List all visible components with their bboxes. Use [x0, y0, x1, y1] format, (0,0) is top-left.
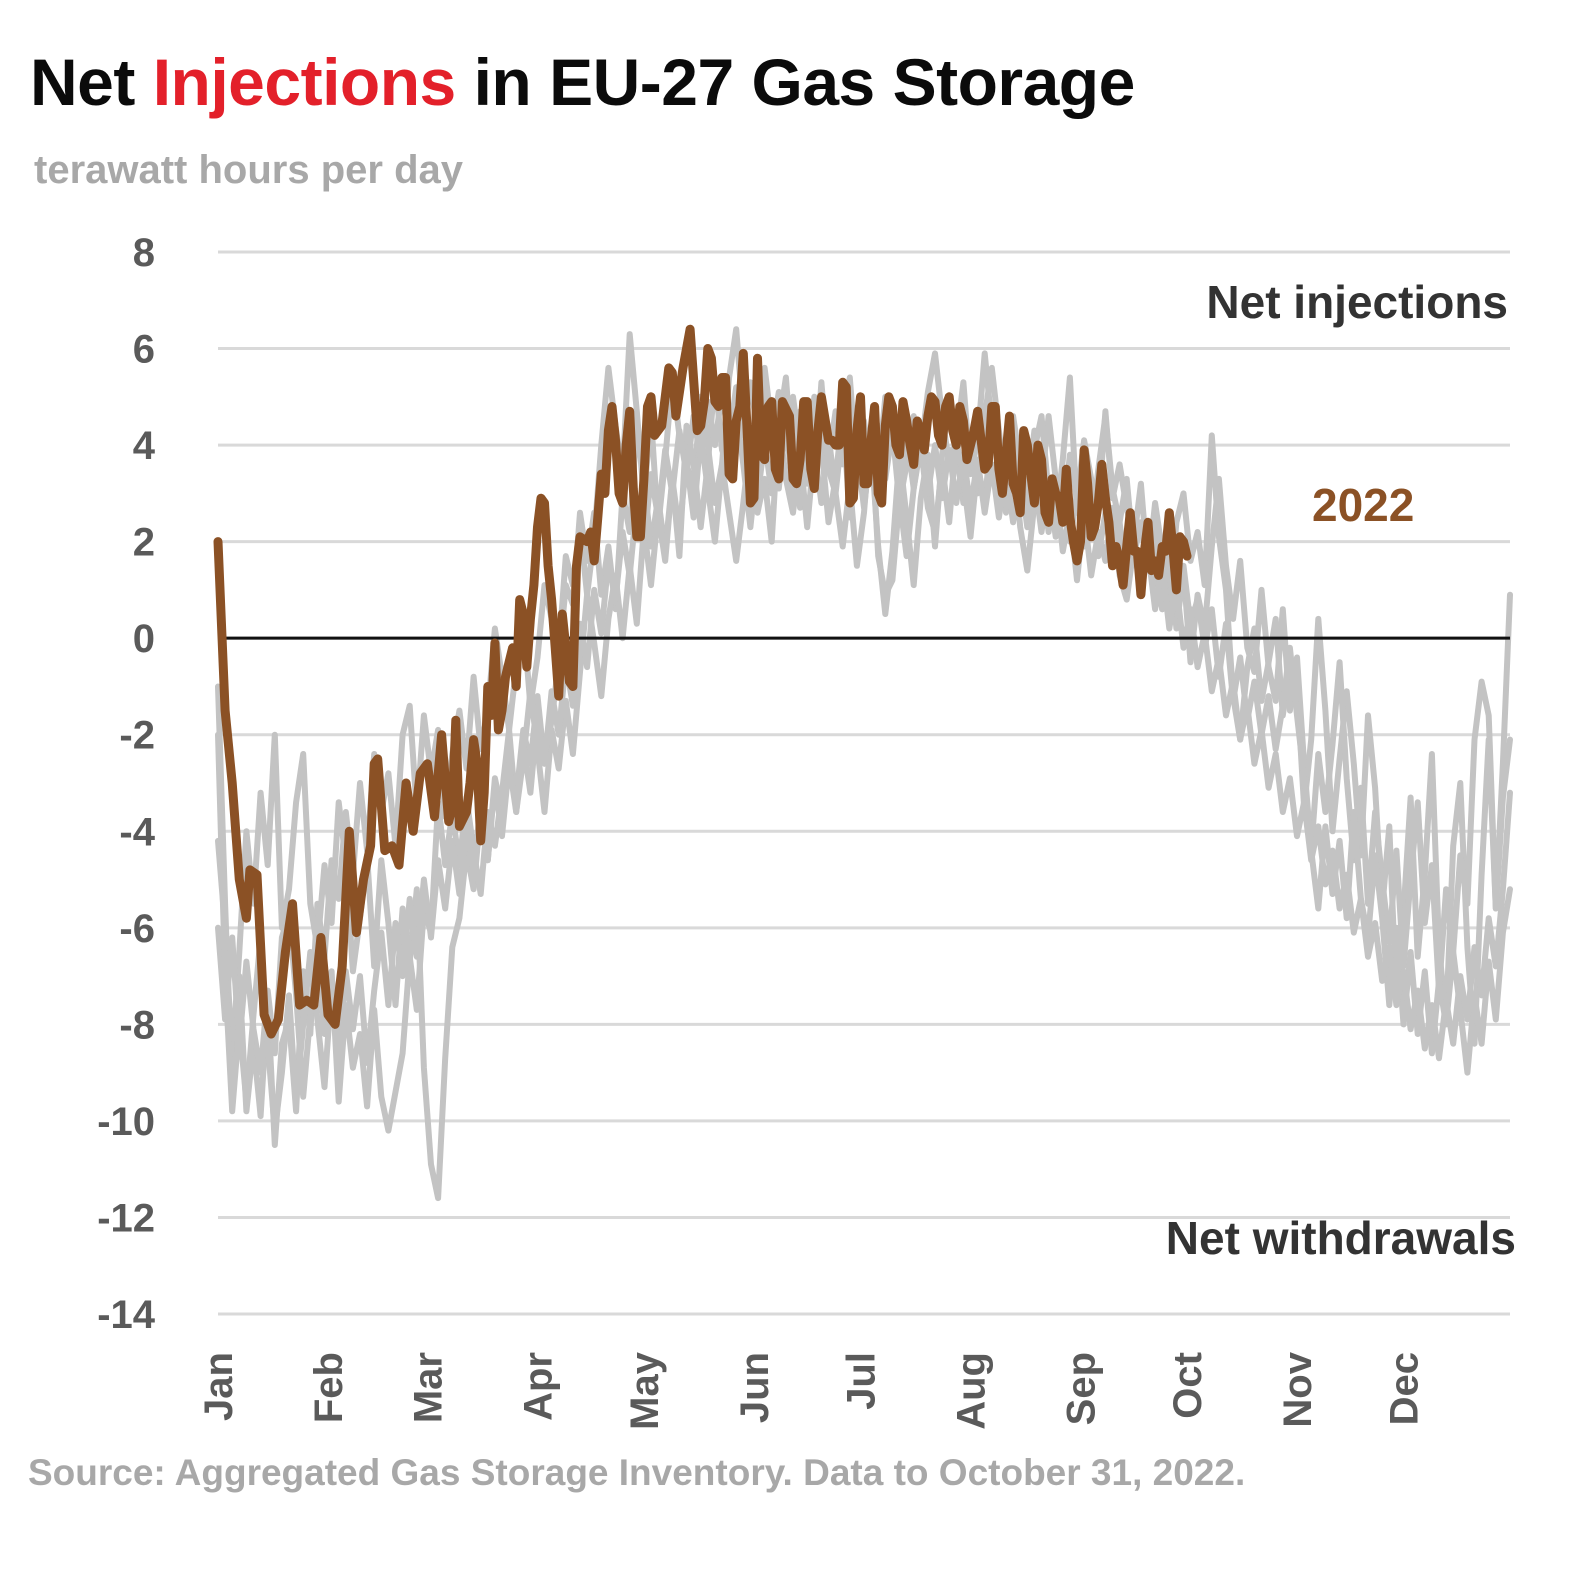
x-tick-label-mar: Mar [406, 1352, 450, 1423]
source-note: Source: Aggregated Gas Storage Inventory… [28, 1452, 1246, 1493]
chart-title: Net Injections in EU-27 Gas Storage [30, 44, 1135, 120]
y-tick-label: 4 [133, 424, 156, 468]
x-tick-label-apr: Apr [516, 1352, 560, 1421]
y-tick-label: -6 [119, 907, 155, 951]
y-tick-label: -12 [97, 1196, 155, 1240]
x-tick-label-aug: Aug [949, 1352, 993, 1430]
title-suffix: in EU-27 Gas Storage [455, 45, 1136, 119]
chart-subtitle: terawatt hours per day [34, 148, 464, 192]
chart-plot: 8 6 4 2 0 -2 -4 -6 -8 -10 -12 -14 Jan Feb Mar Apr May Ju… [97, 231, 1516, 1430]
x-tick-label-jan: Jan [197, 1352, 241, 1421]
y-tick-label: -8 [119, 1003, 155, 1047]
x-tick-label-nov: Nov [1276, 1351, 1320, 1427]
y-tick-label: 6 [133, 328, 155, 372]
x-tick-label-feb: Feb [307, 1352, 351, 1423]
y-tick-label: 2 [133, 521, 155, 565]
x-axis-ticks: Jan Feb Mar Apr May Jun Jul Aug Sep Oct Nov Dec [197, 1351, 1427, 1430]
series-line-2022 [213, 324, 1192, 1039]
title-highlight: Injections [152, 45, 457, 119]
y-tick-label: 8 [133, 231, 155, 275]
x-tick-label-may: May [623, 1351, 667, 1430]
title-prefix: Net [30, 45, 153, 119]
y-tick-label: -4 [119, 810, 155, 854]
series-label-2022: 2022 [1312, 479, 1414, 531]
y-tick-label: -14 [97, 1293, 156, 1337]
y-tick-label: 0 [133, 617, 155, 661]
y-tick-label: -2 [119, 714, 155, 758]
annotation-net-injections: Net injections [1206, 276, 1508, 328]
x-tick-label-sep: Sep [1060, 1352, 1104, 1425]
x-tick-label-jun: Jun [733, 1352, 777, 1423]
y-tick-label: -10 [97, 1100, 155, 1144]
x-tick-label-dec: Dec [1383, 1352, 1427, 1425]
y-axis-ticks: 8 6 4 2 0 -2 -4 -6 -8 -10 -12 -14 [97, 231, 156, 1337]
highlight-series [213, 324, 1192, 1039]
annotation-net-withdrawals: Net withdrawals [1166, 1212, 1516, 1264]
x-tick-label-jul: Jul [839, 1352, 883, 1410]
x-tick-label-oct: Oct [1166, 1352, 1210, 1419]
